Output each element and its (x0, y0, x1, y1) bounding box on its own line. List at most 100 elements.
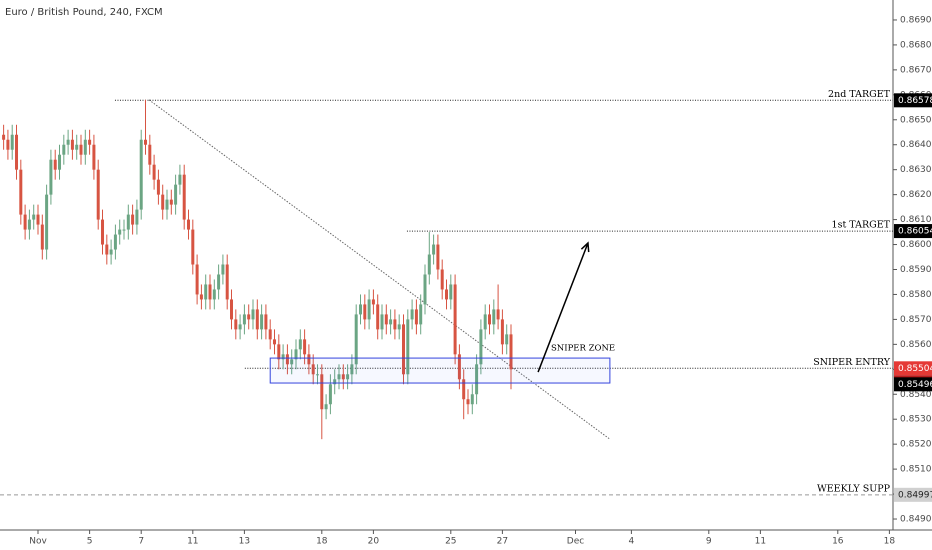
candle-body (75, 144, 79, 150)
candle-body (161, 194, 165, 210)
candle-body (363, 304, 367, 320)
candle-body (445, 289, 448, 300)
candle-body (251, 309, 255, 320)
candle-body (122, 229, 126, 231)
sniper-zone (269, 357, 611, 384)
candle-body (475, 364, 479, 395)
candle-body (341, 374, 345, 380)
candle-body (380, 314, 384, 330)
candle-body (311, 364, 315, 375)
candle-body (126, 214, 130, 230)
price-tag-label: 0.84997 (898, 490, 932, 500)
candle-body (500, 319, 504, 345)
candle-body (19, 169, 23, 215)
candle-body (49, 159, 53, 195)
candle-body (36, 214, 40, 225)
candle-body (92, 144, 96, 170)
candle-body (264, 314, 268, 330)
bid-tag (894, 377, 932, 392)
candle-body (328, 384, 332, 405)
candle-body (2, 134, 6, 140)
candle-body (371, 299, 375, 305)
candle-body (247, 314, 251, 320)
candle-body (88, 139, 92, 145)
candle-body (230, 299, 234, 320)
x-tick-label: 11 (187, 537, 198, 547)
candle-body (350, 364, 354, 375)
candle-body (169, 199, 173, 205)
candle-body (152, 164, 156, 180)
candle-body (195, 264, 199, 295)
candle-body (182, 174, 186, 220)
candle-body (453, 284, 457, 355)
candle-body (221, 264, 225, 275)
candle-body (174, 184, 178, 205)
candle-body (406, 319, 410, 375)
candle-body (70, 139, 74, 150)
candle-body (419, 304, 423, 325)
candle-body (346, 374, 350, 380)
candle-body (62, 144, 66, 155)
candle-body (83, 139, 87, 155)
candle-body (27, 219, 31, 230)
candle-body (410, 309, 414, 320)
candle-body (58, 154, 62, 170)
x-tick-label: Nov (29, 537, 47, 547)
candle-body (96, 169, 100, 220)
candle-body (303, 339, 307, 355)
x-tick-label: 13 (239, 537, 250, 547)
candle-body (15, 134, 19, 170)
candle-body (10, 134, 14, 150)
price-tag-label: 0.86578 (898, 96, 932, 106)
zone-label: SNIPER ZONE (551, 344, 615, 354)
x-tick-label: 5 (87, 537, 93, 547)
candle-body (178, 174, 182, 185)
candle-body (212, 289, 216, 300)
arrow-head (580, 241, 590, 253)
price-tag (894, 361, 932, 376)
candle-body (234, 319, 238, 330)
candle-body (242, 314, 246, 325)
candle-body (294, 349, 298, 360)
candle-body (101, 219, 105, 245)
candle-body (483, 314, 487, 330)
candle-body (281, 354, 285, 360)
candle-body (113, 234, 117, 250)
candle-body (273, 339, 277, 345)
candle-body (359, 304, 363, 315)
candle-body (414, 309, 418, 325)
candle-body (79, 144, 83, 155)
candle-body (53, 159, 57, 170)
candle-body (40, 224, 44, 250)
x-tick-label: 9 (706, 537, 712, 547)
x-tick-label: 16 (832, 537, 844, 547)
candle-body (389, 319, 393, 325)
arrow (537, 242, 589, 373)
candle-body (285, 354, 289, 365)
price-tag (894, 93, 932, 108)
candle-body (199, 294, 203, 300)
candle-body (131, 214, 135, 225)
candle-body (462, 379, 466, 400)
x-tick-label: 7 (138, 537, 144, 547)
level-name: 1st TARGET (832, 220, 891, 231)
candle-body (367, 299, 371, 320)
candle-body (393, 319, 397, 330)
candle-body (290, 359, 294, 365)
candle-body (505, 334, 509, 345)
candle-body (376, 304, 380, 330)
candle-body (32, 214, 36, 220)
candle-body (436, 244, 440, 270)
x-tick-label: 11 (755, 537, 766, 547)
candle-body (470, 394, 474, 405)
bid-label: 0.85496 (898, 380, 932, 390)
candle-body (105, 244, 109, 255)
